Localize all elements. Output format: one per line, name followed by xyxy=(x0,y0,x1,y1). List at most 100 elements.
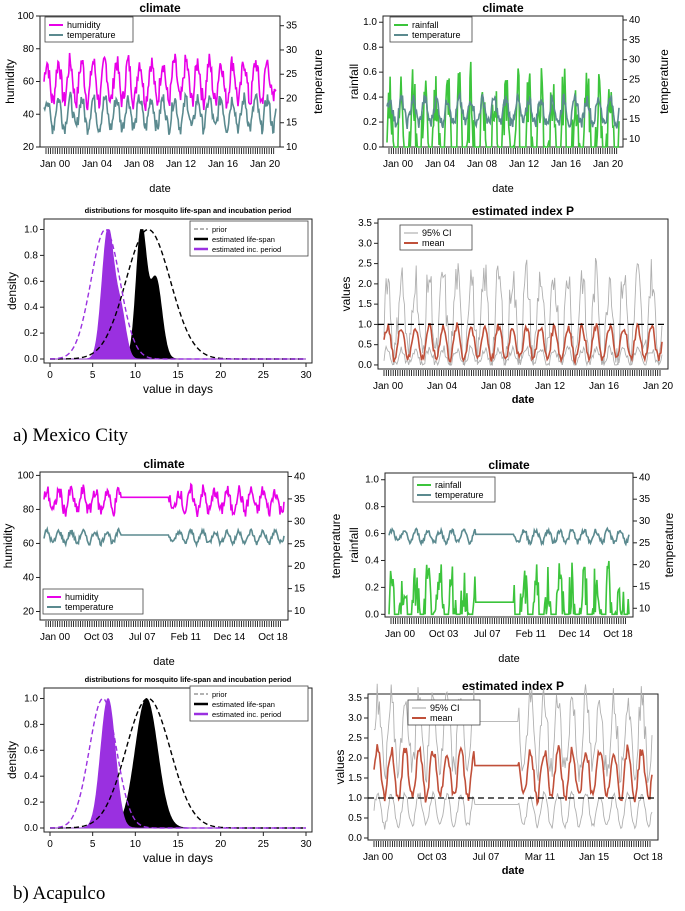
legend-label: 95% CI xyxy=(422,228,452,238)
chart-ac-index-p: estimated index P 0.0 0.5 1.0 1.5 2.0 2.5 3.0 3.… xyxy=(333,679,663,877)
y-axis-label-right: temperature xyxy=(662,512,676,577)
y-tick-label: 1.0 xyxy=(358,319,372,330)
y-tick-label: 0.2 xyxy=(24,797,38,808)
chart-ac-climate-rainfall: climate 0.0 0.2 0.4 0.6 0.8 1.0 10 15 20 25 30 35 40 r… xyxy=(347,458,676,665)
x-axis-label: date xyxy=(492,183,513,195)
caption-mexico-city: a) Mexico City xyxy=(13,425,129,446)
ci-upper-line xyxy=(383,257,663,367)
y-tick-label: 10 xyxy=(294,606,306,617)
y-tick-label: 1.0 xyxy=(365,475,379,486)
x-tick-label: Oct 18 xyxy=(633,852,663,863)
y-tick-label: 1.5 xyxy=(348,773,362,784)
x-tick-label: 15 xyxy=(172,839,184,850)
y-tick-label: 10 xyxy=(286,142,298,153)
chart-title: distributions for mosquito life-span and… xyxy=(85,675,292,684)
x-tick-label: Jan 04 xyxy=(427,381,457,392)
legend-label: temperature xyxy=(435,490,484,500)
date-rug-ticks xyxy=(373,841,651,847)
legend-label: prior xyxy=(212,690,228,699)
x-tick-label: Oct 03 xyxy=(84,632,114,643)
plot-frame xyxy=(39,471,289,621)
plot-frame xyxy=(382,15,624,148)
x-tick-label: Jan 08 xyxy=(481,381,511,392)
x-tick-label: Jan 00 xyxy=(385,629,415,640)
y-tick-label: 30 xyxy=(629,55,641,66)
y-tick-label: 0.8 xyxy=(365,502,379,513)
x-tick-label: Jan 12 xyxy=(509,159,539,170)
y-tick-label: 1.0 xyxy=(24,224,38,235)
y-tick-label: 80 xyxy=(23,504,35,515)
legend-label: rainfall xyxy=(435,480,462,490)
y-tick-label: 15 xyxy=(294,584,306,595)
x-tick-label: Jul 07 xyxy=(129,632,156,643)
x-tick-label: Jan 12 xyxy=(166,159,196,170)
legend-box xyxy=(399,224,473,251)
x-axis-label: date xyxy=(512,394,535,406)
x-tick-label: Oct 03 xyxy=(417,852,447,863)
x-tick-label: Feb 11 xyxy=(516,629,547,640)
chart-ac-climate-humidity: climate 20 40 60 80 100 10 15 20 25 30 35 40 humidity… xyxy=(1,457,343,668)
x-tick-label: 15 xyxy=(172,370,184,381)
x-axis-label: date xyxy=(153,656,174,668)
legend-label: mean xyxy=(422,238,445,248)
y-axis-label-left: humidity xyxy=(3,59,17,104)
series-humidity xyxy=(43,482,285,518)
mean-line xyxy=(373,744,653,807)
x-tick-label: Jan 00 xyxy=(40,632,70,643)
prior-inc-period-curve xyxy=(50,697,306,829)
legend-label: temperature xyxy=(412,30,461,40)
y-tick-label: 1.0 xyxy=(348,793,362,804)
y-tick-label: 0.6 xyxy=(365,529,379,540)
y-tick-label: 35 xyxy=(286,21,298,32)
date-rug-ticks xyxy=(388,148,618,154)
legend-box xyxy=(407,699,481,726)
y-tick-label: 0.0 xyxy=(363,142,377,153)
y-tick-label: 10 xyxy=(629,134,641,145)
series-humidity xyxy=(43,52,277,112)
y-axis-label: density xyxy=(5,741,19,779)
mean-line xyxy=(383,322,663,366)
y-tick-label: 15 xyxy=(629,114,641,125)
x-tick-label: Feb 11 xyxy=(171,632,202,643)
x-axis-label: date xyxy=(502,865,525,877)
legend-label: temperature xyxy=(65,602,114,612)
chart-title: estimated index P xyxy=(462,679,564,693)
y-tick-label: 40 xyxy=(639,472,651,483)
x-tick-label: Jan 00 xyxy=(373,381,403,392)
y-axis-label-left: humidity xyxy=(1,524,15,569)
x-tick-label: Jan 15 xyxy=(579,852,609,863)
y-tick-label: 0.2 xyxy=(24,328,38,339)
x-axis-label: date xyxy=(498,653,519,665)
y-tick-label: 25 xyxy=(286,69,298,80)
date-rug-ticks xyxy=(390,618,626,624)
y-tick-label: 35 xyxy=(629,35,641,46)
legend-label: prior xyxy=(212,225,228,234)
y-tick-label: 30 xyxy=(286,45,298,56)
x-tick-label: 25 xyxy=(258,839,270,850)
chart-title: climate xyxy=(488,458,530,472)
x-tick-label: 0 xyxy=(47,839,53,850)
caption-acapulco: b) Acapulco xyxy=(13,883,106,904)
y-tick-label: 0.4 xyxy=(24,302,38,313)
legend-label: humidity xyxy=(65,592,99,602)
y-tick-label: 35 xyxy=(294,494,306,505)
y-tick-label: 2.0 xyxy=(348,753,362,764)
legend-label: estimated inc. period xyxy=(212,710,281,719)
chart-mx-climate-rainfall: climate 0.0 0.2 0.4 0.6 0.8 1.0 10 15 20 25 30 35 40 r… xyxy=(347,1,671,195)
y-tick-label: 20 xyxy=(294,561,306,572)
y-tick-label: 60 xyxy=(23,77,35,88)
legend-label: humidity xyxy=(67,20,101,30)
x-tick-label: Jan 20 xyxy=(593,159,623,170)
y-tick-label: 0.6 xyxy=(24,276,38,287)
prior-life-span-curve xyxy=(50,697,306,829)
legend-label: temperature xyxy=(67,30,116,40)
x-tick-label: Jan 04 xyxy=(425,159,455,170)
plot-frame xyxy=(367,693,659,841)
y-tick-label: 0.6 xyxy=(363,67,377,78)
x-tick-label: 5 xyxy=(90,839,96,850)
y-tick-label: 30 xyxy=(294,516,306,527)
y-tick-label: 2.5 xyxy=(348,733,362,744)
y-tick-label: 0.4 xyxy=(24,771,38,782)
y-tick-label: 40 xyxy=(23,572,35,583)
